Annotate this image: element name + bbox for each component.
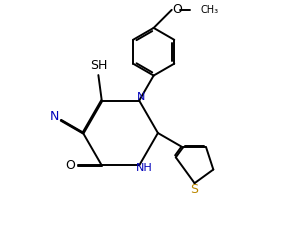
Text: S: S bbox=[191, 184, 199, 196]
Text: O: O bbox=[65, 159, 75, 172]
Text: N: N bbox=[137, 91, 145, 102]
Text: NH: NH bbox=[136, 163, 153, 173]
Text: N: N bbox=[50, 110, 59, 123]
Text: CH₃: CH₃ bbox=[201, 5, 219, 15]
Text: SH: SH bbox=[90, 59, 107, 72]
Text: O: O bbox=[173, 3, 182, 16]
